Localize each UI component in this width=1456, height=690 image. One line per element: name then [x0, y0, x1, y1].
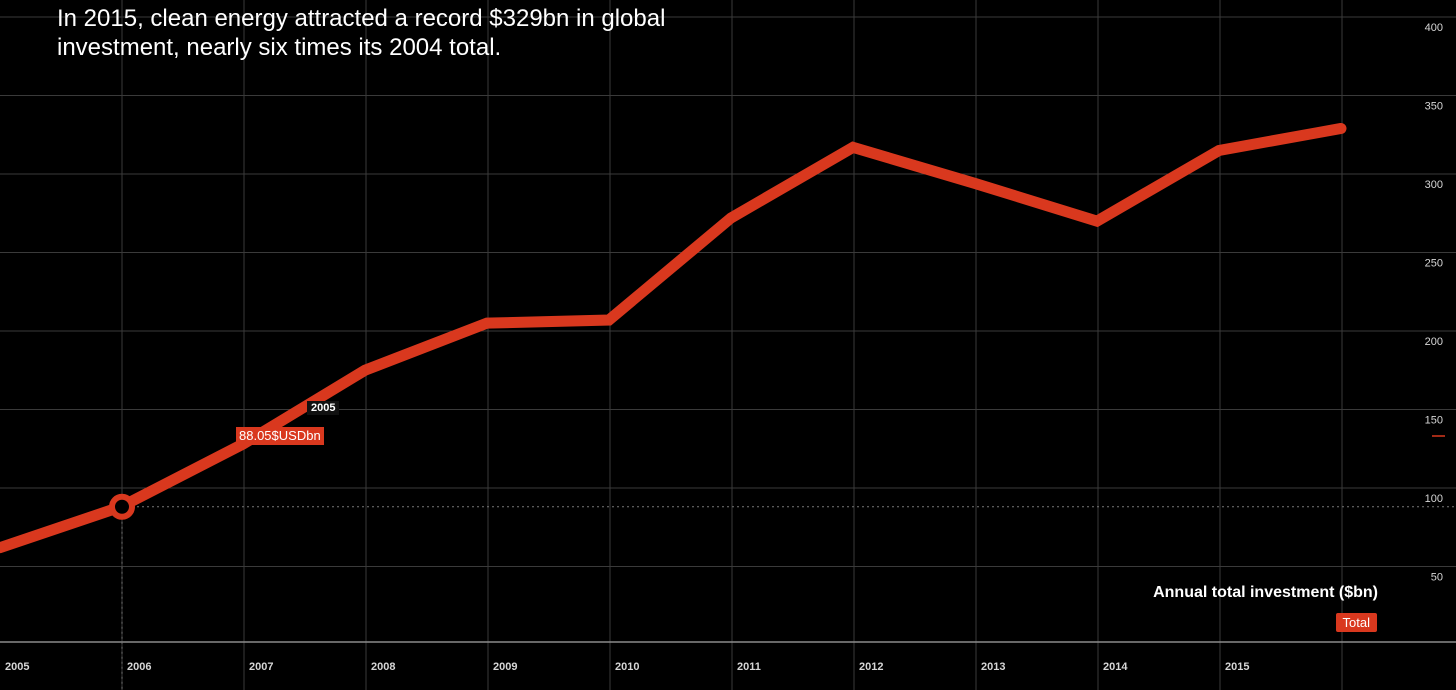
y-tick-label: 300 [1425, 179, 1443, 191]
y-tick-label: 50 [1431, 572, 1443, 584]
y-tick-label: 250 [1425, 258, 1443, 270]
tooltip-value-label: 88.05$USDbn [236, 427, 324, 445]
x-tick-label: 2008 [371, 661, 395, 673]
x-tick-label: 2009 [493, 661, 517, 673]
y-tick-label: 150 [1425, 415, 1443, 427]
legend-title: Annual total investment ($bn) [1153, 584, 1378, 601]
x-tick-label: 2005 [5, 661, 29, 673]
x-tick-label: 2012 [859, 661, 883, 673]
y-tick-label: 400 [1425, 22, 1443, 34]
x-tick-label: 2013 [981, 661, 1005, 673]
x-tick-label: 2014 [1103, 661, 1128, 673]
x-tick-label: 2006 [127, 661, 151, 673]
x-tick-label: 2015 [1225, 661, 1249, 673]
x-tick-label: 2007 [249, 661, 273, 673]
series-line-total [0, 122, 1347, 554]
tooltip-year-label: 2005 [307, 401, 340, 415]
x-tick-label: 2011 [737, 661, 761, 673]
legend-item-total[interactable]: Total [1335, 613, 1377, 632]
y-tick-label: 100 [1425, 493, 1443, 505]
x-tick-label: 2010 [615, 661, 639, 673]
y-tick-label: 350 [1425, 101, 1443, 113]
y-tick-label: 200 [1425, 336, 1443, 348]
tooltip-marker [109, 493, 135, 520]
chart-headline: In 2015, clean energy attracted a record… [57, 5, 666, 61]
